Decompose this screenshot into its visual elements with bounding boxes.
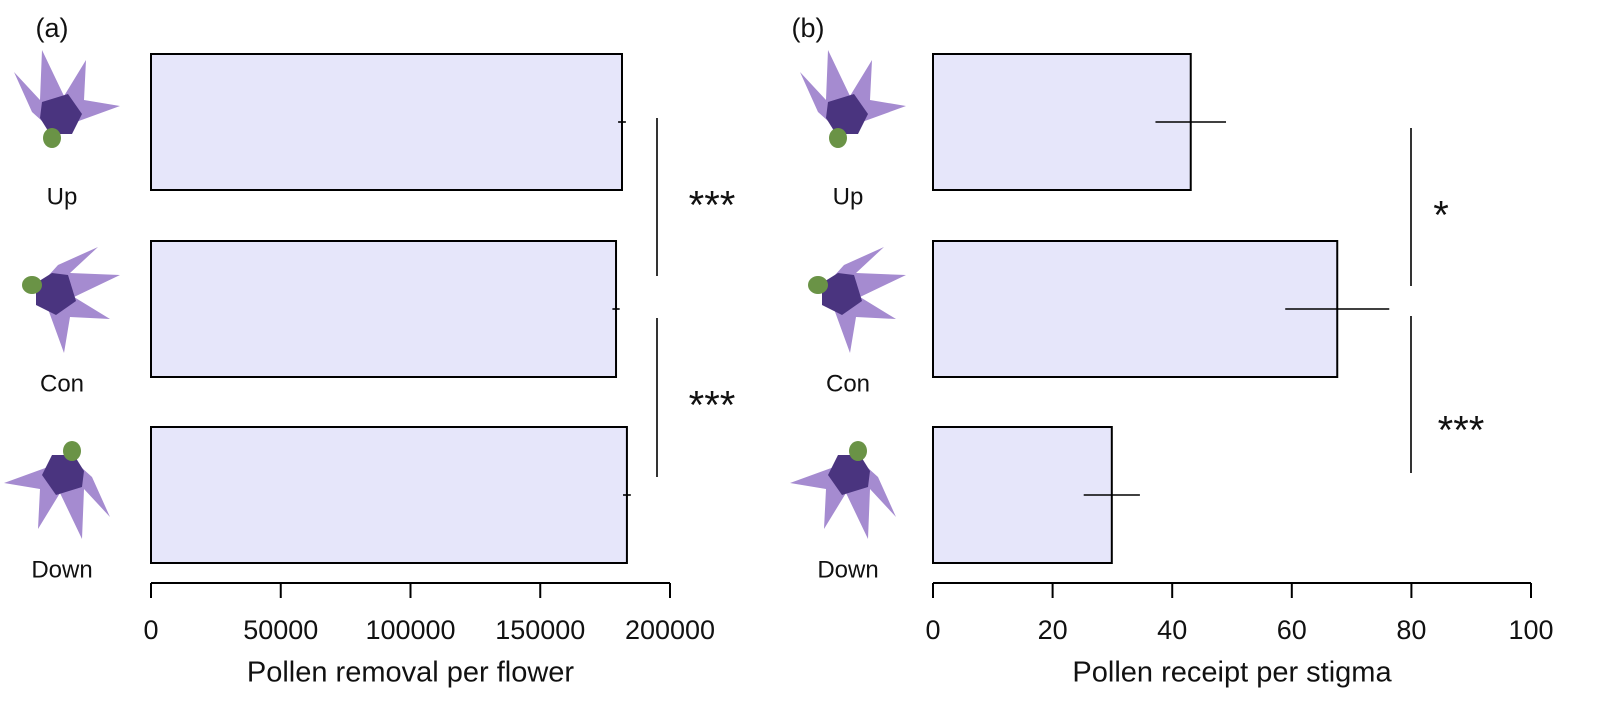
- flower-icon: [4, 441, 110, 539]
- x-tick-label: 100: [1508, 615, 1553, 645]
- panel-label: (b): [792, 13, 825, 43]
- x-tick-label: 200000: [625, 615, 715, 645]
- x-tick-label: 100000: [365, 615, 455, 645]
- x-tick-label: 80: [1396, 615, 1426, 645]
- calyx: [63, 441, 81, 461]
- significance-label: ***: [689, 384, 736, 428]
- x-tick-label: 150000: [495, 615, 585, 645]
- significance-label: ***: [689, 184, 736, 228]
- x-tick-label: 0: [143, 615, 158, 645]
- x-tick-label: 60: [1277, 615, 1307, 645]
- flower-icon: [800, 50, 906, 148]
- category-label: Down: [817, 556, 878, 583]
- x-tick-label: 0: [925, 615, 940, 645]
- category-label: Up: [833, 183, 864, 210]
- x-tick-label: 50000: [243, 615, 318, 645]
- bar: [151, 54, 622, 190]
- flower-icon: [14, 50, 120, 148]
- flower-icon: [790, 441, 896, 539]
- calyx: [808, 276, 828, 294]
- bar: [933, 54, 1191, 190]
- x-tick-label: 40: [1157, 615, 1187, 645]
- category-label: Down: [31, 556, 92, 583]
- bar: [933, 241, 1337, 377]
- significance-label: *: [1433, 194, 1449, 238]
- bar: [151, 241, 616, 377]
- category-label: Con: [826, 370, 870, 397]
- x-axis-title: Pollen receipt per stigma: [1072, 657, 1392, 689]
- category-label: Con: [40, 370, 84, 397]
- page: {"chart_data": [ {"type": "bar", "orient…: [0, 0, 1624, 718]
- significance-label: ***: [1438, 409, 1485, 453]
- bar: [151, 427, 627, 563]
- chart: (a) 0 50000 100000 150000 200000 Pollen remova…: [0, 0, 1624, 718]
- calyx: [849, 441, 867, 461]
- calyx: [43, 128, 61, 148]
- panel-label: (a): [36, 13, 69, 43]
- calyx: [22, 276, 42, 294]
- flower-icon: [808, 247, 906, 353]
- x-axis-title: Pollen removal per flower: [247, 657, 575, 689]
- calyx: [829, 128, 847, 148]
- x-tick-label: 20: [1038, 615, 1068, 645]
- flower-icon: [22, 247, 120, 353]
- category-label: Up: [47, 183, 78, 210]
